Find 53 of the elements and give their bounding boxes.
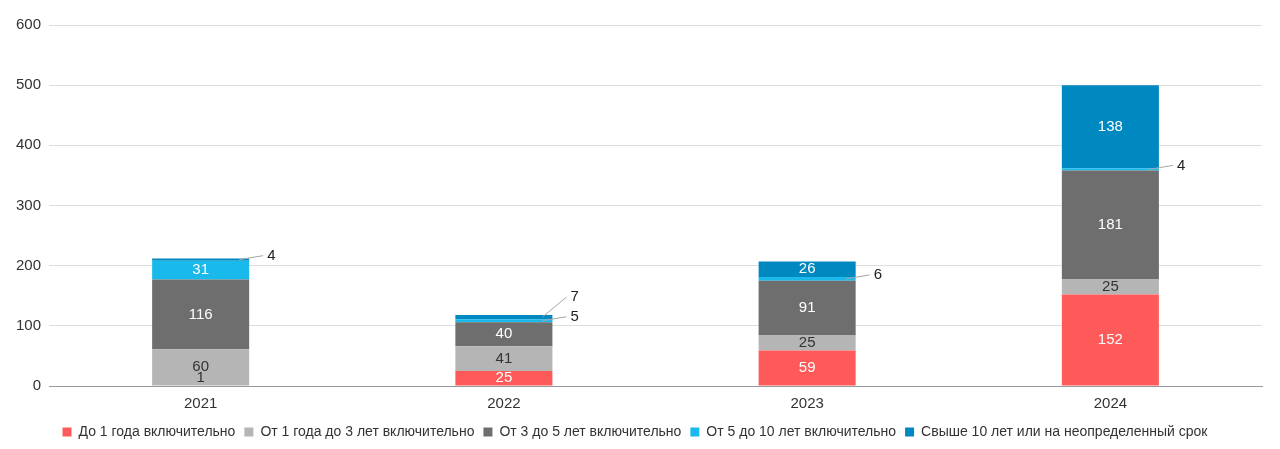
bar [758, 350, 856, 386]
bar [152, 279, 250, 350]
y-tick-label: 400 [16, 135, 42, 153]
bar [455, 315, 553, 320]
y-tick-label: 300 [16, 195, 42, 213]
data-label: 40 [495, 324, 513, 342]
bar [758, 335, 856, 351]
bar [455, 322, 553, 347]
bar [1061, 170, 1159, 280]
bar [758, 261, 856, 278]
data-label: 25 [495, 368, 513, 386]
data-label: 25 [1102, 277, 1119, 295]
legend-label: От 1 года до 3 лет включительно [260, 422, 475, 439]
legend-label: От 3 до 5 лет включительно [499, 422, 682, 439]
data-label: 4 [1176, 155, 1186, 173]
data-label: 91 [798, 298, 816, 316]
bar [152, 258, 250, 261]
data-label: 5 [570, 306, 579, 324]
y-tick-label: 200 [16, 255, 42, 273]
bar [1061, 294, 1159, 386]
bar [455, 346, 553, 371]
bar [1061, 279, 1159, 295]
y-tick-label: 0 [32, 376, 42, 394]
bar [1061, 85, 1159, 169]
legend-label: От 5 до 10 лет включительно [706, 422, 897, 439]
bar [152, 260, 250, 280]
data-label: 7 [570, 287, 579, 305]
x-tick-label: 2022 [487, 394, 521, 412]
data-label: 116 [188, 304, 213, 322]
bar [455, 319, 553, 323]
bar [455, 370, 553, 386]
bar [758, 277, 856, 281]
x-tick-label: 2023 [790, 394, 824, 412]
bar [152, 349, 250, 386]
data-label: 181 [1097, 215, 1123, 233]
data-label: 4 [267, 245, 276, 263]
y-tick-label: 100 [16, 315, 42, 333]
legend-label: До 1 года включительно [78, 422, 236, 439]
data-label: 59 [798, 358, 816, 376]
data-label: 6 [873, 265, 882, 283]
data-label: 25 [798, 333, 816, 351]
bar [1061, 168, 1159, 171]
data-label: 31 [192, 260, 209, 278]
legend-label: Свыше 10 лет или на неопределенный срок [921, 422, 1209, 439]
bar [758, 280, 856, 336]
x-tick-label: 2021 [183, 394, 218, 412]
data-label: 152 [1097, 330, 1123, 348]
y-tick-label: 600 [16, 15, 42, 33]
data-label: 26 [798, 259, 816, 277]
data-label: 41 [495, 348, 513, 366]
data-label: 138 [1097, 116, 1123, 134]
y-tick-label: 500 [16, 75, 42, 93]
x-tick-label: 2024 [1093, 394, 1128, 412]
